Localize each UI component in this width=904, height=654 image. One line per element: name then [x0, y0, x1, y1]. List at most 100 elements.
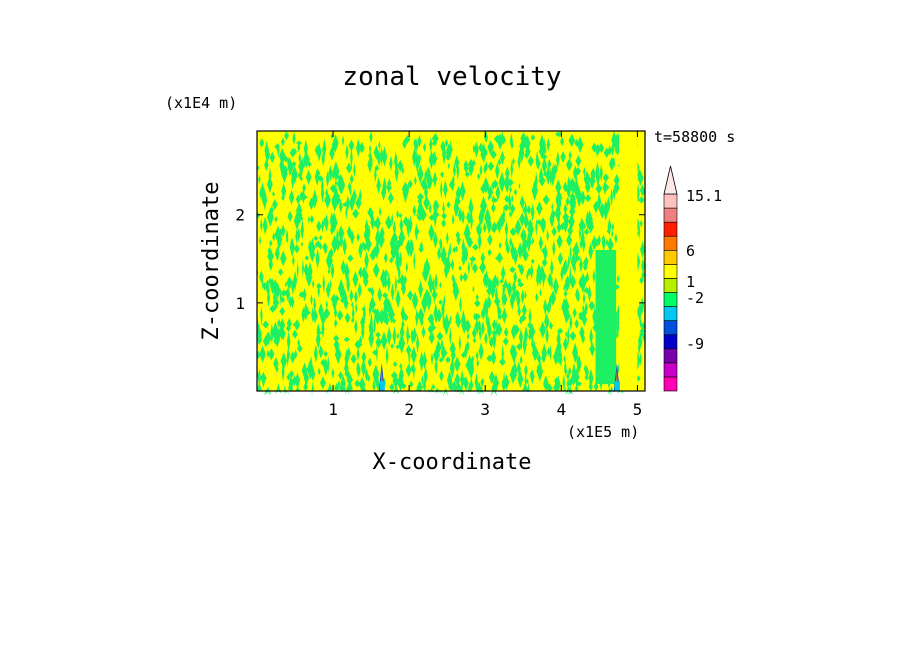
field-patch: [583, 228, 590, 236]
field-patch: [307, 215, 310, 224]
field-patch: [273, 337, 279, 345]
field-patch: [301, 306, 306, 323]
field-patch: [262, 216, 268, 235]
field-patch: [522, 382, 529, 392]
field-patch: [437, 246, 441, 261]
plot-frame: [256, 130, 646, 392]
field-patch: [382, 177, 387, 197]
field-patch: [295, 194, 301, 205]
field-patch: [288, 375, 294, 391]
field-patch: [376, 177, 381, 194]
field-patch: [529, 263, 534, 279]
field-patch: [351, 189, 357, 205]
field-patch: [258, 174, 261, 185]
field-patch: [543, 375, 549, 391]
field-patch: [423, 257, 431, 279]
field-patch: [485, 300, 489, 321]
y-unit-label: (x1E4 m): [165, 94, 237, 112]
field-patch: [329, 211, 334, 231]
field-patch: [570, 252, 577, 271]
field-patch: [316, 142, 322, 162]
field-patch: [469, 377, 474, 391]
field-patch: [287, 156, 292, 177]
field-patch: [377, 150, 382, 167]
field-patch: [257, 333, 263, 346]
field-patch: [530, 258, 535, 264]
field-patch: [579, 325, 585, 340]
field-patch: [523, 134, 531, 153]
field-patch: [614, 137, 617, 156]
field-patch: [417, 164, 424, 184]
field-patch: [467, 382, 472, 393]
field-patch: [583, 170, 591, 188]
field-patch: [454, 245, 459, 253]
field-patch: [450, 258, 455, 271]
field-patch: [611, 230, 614, 238]
field-patch: [610, 188, 613, 207]
field-patch: [583, 287, 591, 294]
field-patch: [514, 219, 522, 236]
field-patch: [519, 216, 526, 224]
field-patch: [422, 265, 429, 283]
field-patch: [296, 227, 301, 243]
field-patch: [315, 240, 321, 248]
field-patch: [300, 241, 304, 247]
colorbar-segment: [663, 334, 678, 350]
field-patch: [259, 138, 265, 148]
field-patch: [383, 252, 388, 264]
field-patch: [399, 273, 406, 287]
field-patch: [263, 388, 271, 396]
field-patch: [639, 351, 642, 367]
field-patch: [267, 288, 271, 308]
colorbar-segment: [663, 292, 678, 307]
field-patch: [329, 279, 332, 290]
field-patch: [510, 159, 514, 179]
field-patch: [588, 242, 594, 261]
field-patch: [487, 139, 494, 155]
field-patch: [303, 381, 308, 391]
field-patch: [551, 226, 557, 237]
field-patch: [483, 270, 490, 289]
field-patch: [286, 350, 291, 360]
field-patch: [257, 368, 261, 387]
field-patch: [595, 167, 601, 187]
field-patch: [467, 236, 473, 249]
field-patch: [581, 312, 588, 327]
field-patch: [378, 140, 381, 150]
field-patch: [563, 355, 566, 363]
field-patch: [487, 321, 492, 341]
field-patch: [494, 255, 501, 261]
field-patch: [572, 247, 576, 253]
field-patch: [429, 136, 433, 153]
field-patch: [530, 203, 535, 222]
field-patch: [431, 324, 437, 331]
field-patch: [326, 388, 329, 395]
field-patch: [421, 375, 424, 386]
field-patch: [427, 313, 435, 325]
x-tick-label: 1: [328, 400, 338, 419]
field-patch: [395, 344, 401, 350]
field-patch: [345, 272, 349, 283]
field-patch: [601, 236, 605, 242]
field-patch: [575, 155, 582, 167]
field-patch: [379, 226, 385, 240]
field-patch: [358, 141, 365, 154]
field-patch: [458, 334, 461, 352]
field-patch: [430, 352, 434, 366]
field-patch: [541, 352, 546, 363]
field-patch: [355, 340, 363, 349]
field-patch: [524, 290, 527, 300]
field-patch: [442, 144, 446, 165]
field-patch: [452, 175, 455, 185]
field-patch: [519, 140, 526, 152]
field-patch: [593, 200, 600, 211]
field-patch: [501, 376, 506, 391]
field-patch: [320, 376, 326, 390]
field-patch: [276, 327, 281, 344]
field-patch: [324, 246, 328, 255]
field-patch: [350, 147, 353, 169]
field-patch: [277, 318, 281, 329]
field-patch: [484, 332, 488, 345]
field-patch: [546, 170, 551, 185]
field-patch: [462, 271, 468, 283]
